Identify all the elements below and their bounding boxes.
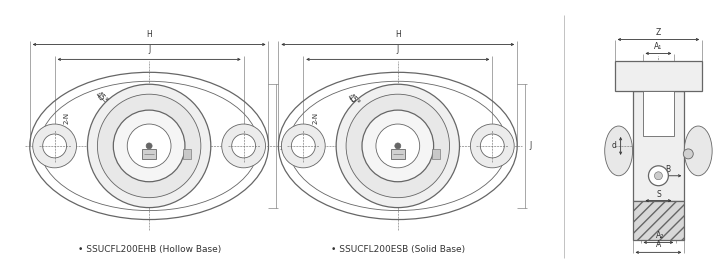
Circle shape <box>232 134 256 158</box>
Circle shape <box>395 143 401 149</box>
Circle shape <box>480 134 504 158</box>
Circle shape <box>98 94 201 198</box>
Circle shape <box>376 124 420 168</box>
Circle shape <box>114 110 185 182</box>
Text: 45°: 45° <box>345 92 361 108</box>
Circle shape <box>43 134 67 158</box>
Text: d: d <box>612 142 617 150</box>
Circle shape <box>336 84 460 208</box>
Text: B: B <box>665 165 670 174</box>
Circle shape <box>683 149 694 159</box>
Bar <box>183 149 191 159</box>
Text: A₂: A₂ <box>656 232 665 241</box>
Circle shape <box>282 124 325 168</box>
Circle shape <box>471 124 514 168</box>
Text: 2-N: 2-N <box>312 112 319 124</box>
Circle shape <box>127 124 171 168</box>
Bar <box>432 149 439 159</box>
Bar <box>633 201 684 241</box>
Bar <box>142 149 156 159</box>
Text: A: A <box>656 241 661 249</box>
Text: J: J <box>148 45 151 54</box>
Text: J: J <box>280 142 282 150</box>
Ellipse shape <box>605 126 633 176</box>
Circle shape <box>362 110 434 182</box>
Circle shape <box>649 166 668 186</box>
Circle shape <box>222 124 266 168</box>
Text: A₁: A₁ <box>654 43 662 51</box>
Bar <box>642 91 674 136</box>
Bar <box>391 149 405 159</box>
Circle shape <box>33 124 77 168</box>
Text: J: J <box>529 142 531 150</box>
Text: 2-N: 2-N <box>64 112 70 124</box>
Text: S: S <box>656 190 661 199</box>
Text: Z: Z <box>656 29 661 37</box>
Circle shape <box>291 134 315 158</box>
Text: J: J <box>397 45 399 54</box>
Text: H: H <box>146 30 152 40</box>
Text: H: H <box>395 30 400 40</box>
Circle shape <box>654 172 662 180</box>
Circle shape <box>346 94 450 198</box>
Text: • SSUCFL200ESB (Solid Base): • SSUCFL200ESB (Solid Base) <box>331 245 465 254</box>
Circle shape <box>146 143 152 149</box>
Bar <box>633 91 684 201</box>
Text: 45°: 45° <box>93 90 109 106</box>
Text: • SSUCFL200EHB (Hollow Base): • SSUCFL200EHB (Hollow Base) <box>77 245 221 254</box>
Bar <box>615 61 702 91</box>
Circle shape <box>88 84 211 208</box>
Ellipse shape <box>684 126 712 176</box>
